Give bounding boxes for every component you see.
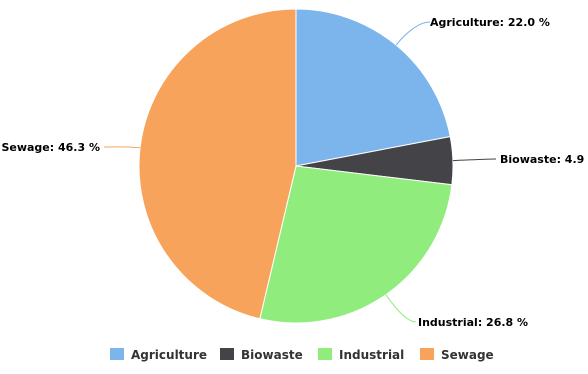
legend-label-industrial: Industrial	[339, 348, 404, 362]
data-labels: Agriculture: 22.0 % Biowaste: 4.9 % Indust…	[1, 16, 588, 329]
legend-swatch-biowaste	[220, 348, 234, 360]
legend-swatch-agriculture	[110, 348, 124, 360]
pie-slice-agriculture[interactable]	[295, 8, 451, 167]
data-label-sewage: Sewage: 46.3 %	[1, 141, 100, 154]
connector-industrial	[385, 294, 417, 323]
connector-biowaste	[452, 158, 497, 162]
legend-item-industrial[interactable]: Industrial	[318, 348, 404, 362]
legend-item-sewage[interactable]: Sewage	[420, 348, 494, 362]
pie-slices	[138, 8, 454, 324]
connector-agriculture	[395, 21, 431, 46]
data-label-biowaste: Biowaste: 4.9 %	[500, 153, 588, 166]
legend: Agriculture Biowaste Industrial Sewage	[110, 348, 494, 362]
legend-item-agriculture[interactable]: Agriculture	[110, 348, 207, 362]
legend-swatch-industrial	[318, 348, 332, 360]
legend-label-sewage: Sewage	[441, 348, 494, 362]
label-connectors	[103, 21, 497, 323]
legend-item-biowaste[interactable]: Biowaste	[220, 348, 303, 362]
legend-swatch-sewage	[420, 348, 434, 360]
legend-label-biowaste: Biowaste	[241, 348, 303, 362]
legend-label-agriculture: Agriculture	[131, 348, 207, 362]
data-label-agriculture: Agriculture: 22.0 %	[430, 16, 550, 29]
data-label-industrial: Industrial: 26.8 %	[418, 316, 528, 329]
connector-sewage	[103, 146, 141, 149]
